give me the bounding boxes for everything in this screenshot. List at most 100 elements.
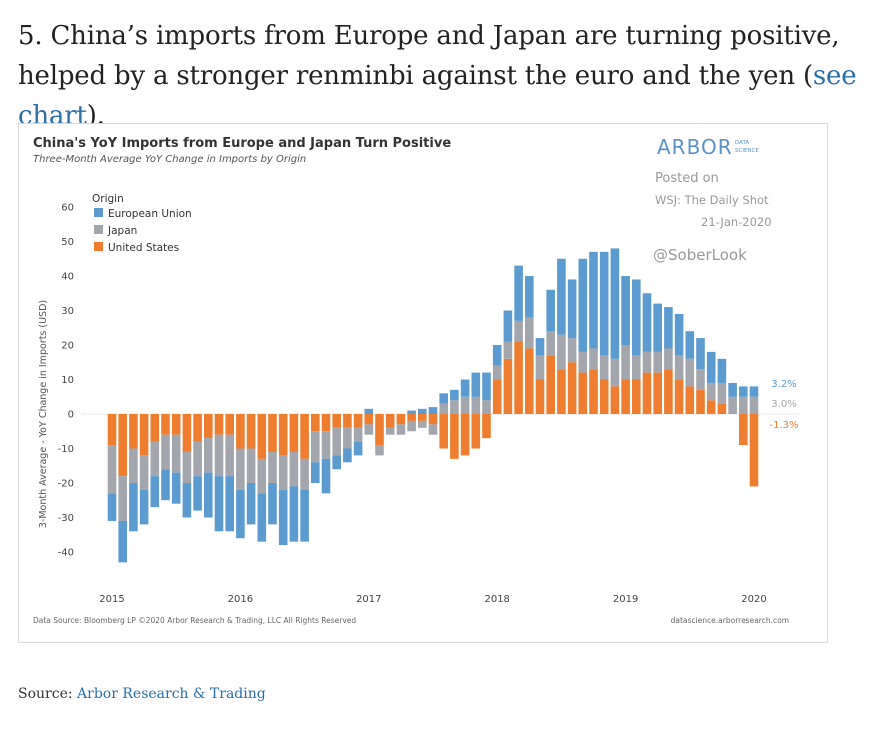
bar-segment <box>418 414 427 421</box>
bar-segment <box>525 348 534 414</box>
bar-segment <box>482 372 491 401</box>
x-tick-label: 2016 <box>228 594 253 605</box>
bar-segment <box>525 276 534 318</box>
bar-segment <box>546 289 555 332</box>
y-tick-label: -10 <box>58 444 74 455</box>
bar-segment <box>193 476 202 511</box>
bar-segment <box>557 258 566 335</box>
source-label: Source: <box>18 686 78 702</box>
bar-segment <box>706 400 716 414</box>
bar-segment <box>653 303 662 352</box>
bar-segment <box>161 469 170 501</box>
bar-segment <box>599 379 609 414</box>
bar-segment <box>193 414 202 442</box>
bar-segment <box>450 400 459 414</box>
y-tick-label: -40 <box>58 548 74 559</box>
bar-segment <box>471 372 481 397</box>
bar-segment <box>300 414 309 459</box>
bar-segment <box>268 483 277 525</box>
bar-segment <box>171 472 181 504</box>
bar-segment <box>278 414 288 456</box>
bars-group <box>107 248 759 563</box>
bar-segment <box>696 369 705 390</box>
bar-segment <box>139 489 149 525</box>
bar-segment <box>482 400 491 414</box>
x-tick-label: 2018 <box>484 594 509 605</box>
bar-segment <box>503 358 513 414</box>
headline-text: 5. China’s imports from Europe and Japan… <box>18 21 840 91</box>
bar-segment <box>129 448 138 483</box>
legend: Origin European Union Japan United State… <box>92 193 192 254</box>
bar-segment <box>375 445 384 456</box>
bar-segment <box>353 441 363 456</box>
bar-segment <box>557 369 566 414</box>
bar-segment <box>236 489 245 539</box>
bar-segment <box>364 424 374 435</box>
bar-segment <box>621 345 630 380</box>
y-tick-label: 0 <box>68 410 74 421</box>
y-tick-label: 60 <box>61 203 74 214</box>
legend-swatch-japan <box>94 225 103 234</box>
bar-segment <box>460 414 470 456</box>
bar-segment <box>321 431 331 459</box>
bar-segment <box>482 414 491 439</box>
bar-segment <box>589 348 598 370</box>
bar-segment <box>236 414 245 449</box>
bar-segment <box>514 265 523 321</box>
bar-segment <box>589 251 598 349</box>
bar-segment <box>343 448 352 463</box>
bar-segment <box>353 427 363 442</box>
bar-segment <box>150 414 160 442</box>
bar-segment <box>332 427 341 456</box>
bar-segment <box>749 386 759 397</box>
end-label: 3.0% <box>771 399 796 410</box>
bar-segment <box>621 379 630 414</box>
bar-segment <box>321 414 331 432</box>
bar-segment <box>214 476 224 532</box>
bar-segment <box>685 386 695 414</box>
legend-label-us: United States <box>108 242 179 254</box>
arbor-logo: ARBOR DATA SCIENCE <box>657 135 759 159</box>
bar-segment <box>129 483 138 532</box>
bar-segment <box>717 358 727 383</box>
bar-segment <box>717 403 727 414</box>
bar-segment <box>257 493 267 542</box>
bar-segment <box>642 351 652 373</box>
bar-segment <box>364 408 374 414</box>
legend-title: Origin <box>92 193 124 205</box>
bar-segment <box>642 293 652 352</box>
bar-segment <box>343 414 352 428</box>
y-axis-label: 3-Month Average - YoY Change in Imports … <box>38 300 49 528</box>
bar-segment <box>514 341 523 414</box>
bar-segment <box>632 379 641 414</box>
footer-left: Data Source: Bloomberg LP ©2020 Arbor Re… <box>33 616 356 625</box>
bar-segment <box>171 434 181 473</box>
bar-segment <box>257 458 267 494</box>
chart-frame: China's YoY Imports from Europe and Japa… <box>18 123 828 643</box>
bar-segment <box>492 345 502 366</box>
bar-segment <box>696 389 705 414</box>
source-link[interactable]: Arbor Research & Trading <box>77 686 266 702</box>
bar-segment <box>503 310 513 342</box>
bar-segment <box>418 408 427 414</box>
bar-segment <box>610 386 620 414</box>
bar-segment <box>503 341 513 359</box>
footer-right: datascience.arborresearch.com <box>671 616 789 625</box>
bar-segment <box>664 307 673 349</box>
bar-segment <box>450 389 459 401</box>
arbor-logo-science: SCIENCE <box>735 148 759 154</box>
bar-segment <box>418 420 427 428</box>
bar-segment <box>632 279 641 356</box>
bar-segment <box>514 320 523 342</box>
bar-segment <box>278 455 288 490</box>
bar-segment <box>107 493 117 521</box>
bar-segment <box>674 355 684 380</box>
bar-segment <box>204 438 213 473</box>
bar-segment <box>182 451 192 483</box>
handle-text: @SoberLook <box>653 246 747 264</box>
bar-segment <box>182 483 192 518</box>
bar-segment <box>706 351 716 383</box>
y-tick-label: 10 <box>61 375 74 386</box>
posted-where-text: WSJ: The Daily Shot <box>655 193 769 207</box>
bar-segment <box>578 372 588 414</box>
